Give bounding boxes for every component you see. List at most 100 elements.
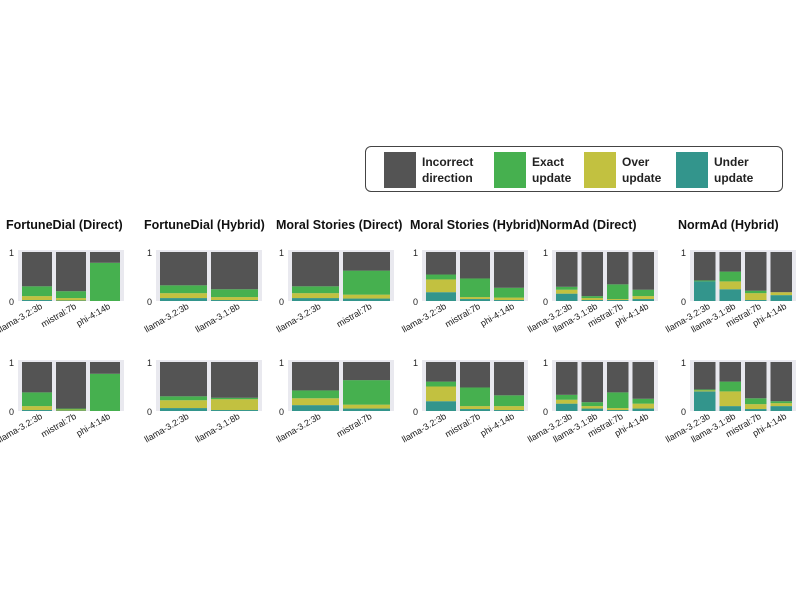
bar-segment-10-1-under-update: [581, 408, 603, 411]
bar-segment-4-3-incorrect-direction: [632, 252, 654, 290]
panel-title-fortunedial-direct: FortuneDial (Direct): [6, 218, 123, 232]
bar-segment-4-2-over-update: [607, 299, 629, 301]
bar-segment-10-1-incorrect-direction: [581, 362, 603, 403]
bar-segment-5-2-incorrect-direction: [745, 252, 767, 291]
bar-segment-0-1-incorrect-direction: [56, 252, 86, 292]
bar-segment-9-1-exact-update: [460, 387, 490, 407]
bar-segment-6-0-under-update: [22, 410, 52, 411]
legend: Incorrect direction Exact update Over up…: [365, 146, 783, 192]
legend-swatch-under: [676, 152, 708, 188]
bar-segment-10-2-incorrect-direction: [607, 362, 629, 393]
bar-segment-1-1-incorrect-direction: [211, 252, 258, 290]
y-tick-label-11-0: 0: [681, 407, 686, 417]
y-tick-label-8-1: 1: [279, 358, 284, 368]
bar-segment-6-1-incorrect-direction: [56, 362, 86, 409]
bar-segment-5-2-under-update: [745, 300, 767, 301]
bar-segment-6-0-over-update: [22, 406, 52, 411]
bar-segment-0-0-under-update: [22, 300, 52, 301]
x-tick-label-6-2: phi-4:14b: [74, 411, 112, 438]
bar-segment-10-1-over-update: [581, 406, 603, 409]
bar-segment-4-1-incorrect-direction: [581, 252, 603, 297]
bar-segment-2-0-over-update: [292, 293, 339, 299]
y-tick-label-0-1: 1: [9, 248, 14, 258]
bar-segment-9-0-over-update: [426, 386, 456, 402]
bar-segment-10-3-incorrect-direction: [632, 362, 654, 399]
bar-segment-1-1-exact-update: [211, 289, 258, 298]
bar-segment-2-0-exact-update: [292, 286, 339, 294]
x-tick-label-6-1: mistral:7b: [39, 411, 78, 439]
bar-segment-10-1-exact-update: [581, 402, 603, 407]
bar-segment-11-2-over-update: [745, 404, 767, 410]
y-tick-label-6-0: 0: [9, 407, 14, 417]
bar-segment-9-1-over-update: [460, 406, 490, 410]
y-tick-label-9-0: 0: [413, 407, 418, 417]
y-tick-label-2-1: 1: [279, 248, 284, 258]
bar-segment-3-2-under-update: [494, 300, 524, 301]
bar-segment-11-3-exact-update: [770, 401, 792, 404]
bar-segment-10-0-under-update: [556, 403, 578, 411]
bar-segment-5-2-exact-update: [745, 290, 767, 294]
bar-segment-10-3-exact-update: [632, 398, 654, 404]
y-tick-label-11-1: 1: [681, 358, 686, 368]
bar-segment-11-2-exact-update: [745, 398, 767, 405]
bar-segment-2-0-under-update: [292, 298, 339, 301]
legend-label-incorrect: Incorrect direction: [422, 155, 474, 185]
y-tick-label-10-1: 1: [543, 358, 548, 368]
bar-segment-1-0-over-update: [160, 293, 207, 299]
bar-segment-4-0-under-update: [556, 293, 578, 301]
bar-segment-11-1-under-update: [719, 406, 741, 411]
bar-segment-8-1-incorrect-direction: [343, 362, 390, 381]
y-tick-label-7-0: 0: [147, 407, 152, 417]
bar-segment-7-1-incorrect-direction: [211, 362, 258, 398]
x-tick-label-0-1: mistral:7b: [39, 301, 78, 329]
bar-segment-8-1-over-update: [343, 404, 390, 409]
y-tick-label-3-0: 0: [413, 297, 418, 307]
bar-segment-3-0-under-update: [426, 292, 456, 301]
y-tick-label-7-1: 1: [147, 358, 152, 368]
bar-segment-4-1-over-update: [581, 298, 603, 301]
bar-segment-4-2-exact-update: [607, 284, 629, 300]
bar-segment-10-2-exact-update: [607, 392, 629, 409]
bar-segment-11-0-under-update: [694, 391, 716, 411]
bar-segment-3-1-incorrect-direction: [460, 252, 490, 279]
bar-segment-11-1-incorrect-direction: [719, 362, 741, 382]
bar-segment-4-0-incorrect-direction: [556, 252, 578, 287]
bar-segment-11-2-incorrect-direction: [745, 362, 767, 399]
bar-segment-10-2-over-update: [607, 408, 629, 411]
bar-segment-8-0-over-update: [292, 398, 339, 406]
bar-segment-3-2-incorrect-direction: [494, 252, 524, 288]
bar-segment-9-0-incorrect-direction: [426, 362, 456, 382]
bar-segment-2-1-over-update: [343, 294, 390, 299]
bar-segment-3-1-exact-update: [460, 278, 490, 298]
bar-segment-7-0-incorrect-direction: [160, 362, 207, 397]
bar-segment-6-2-exact-update: [90, 373, 120, 411]
bar-segment-5-1-over-update: [719, 281, 741, 290]
bar-segment-11-0-incorrect-direction: [694, 362, 716, 390]
bar-segment-8-0-exact-update: [292, 390, 339, 399]
y-tick-label-1-0: 0: [147, 297, 152, 307]
bar-segment-10-3-under-update: [632, 408, 654, 411]
bar-segment-9-2-exact-update: [494, 395, 524, 407]
bar-segment-9-1-under-update: [460, 409, 490, 411]
bar-segment-10-0-incorrect-direction: [556, 362, 578, 395]
bar-segment-5-0-incorrect-direction: [694, 252, 716, 281]
bar-segment-9-2-under-update: [494, 410, 524, 411]
bar-segment-6-0-incorrect-direction: [22, 362, 52, 393]
bar-segment-2-1-exact-update: [343, 270, 390, 295]
x-tick-label-3-2: phi-4:14b: [478, 301, 516, 328]
bar-segment-4-0-exact-update: [556, 286, 578, 290]
bar-segment-4-2-incorrect-direction: [607, 252, 629, 285]
bar-segment-5-3-incorrect-direction: [770, 252, 792, 293]
bar-segment-11-1-exact-update: [719, 381, 741, 392]
bar-segment-8-1-under-update: [343, 408, 390, 411]
bar-segment-5-2-over-update: [745, 293, 767, 301]
y-tick-label-0-0: 0: [9, 297, 14, 307]
bar-segment-3-1-under-update: [460, 299, 490, 301]
bar-segment-0-0-incorrect-direction: [22, 252, 52, 287]
bar-segment-3-2-exact-update: [494, 287, 524, 298]
panel-title-normad-direct: NormAd (Direct): [540, 218, 637, 232]
bar-segment-6-1-exact-update: [56, 408, 86, 410]
bar-segment-7-0-exact-update: [160, 396, 207, 401]
bar-segment-11-3-over-update: [770, 403, 792, 407]
